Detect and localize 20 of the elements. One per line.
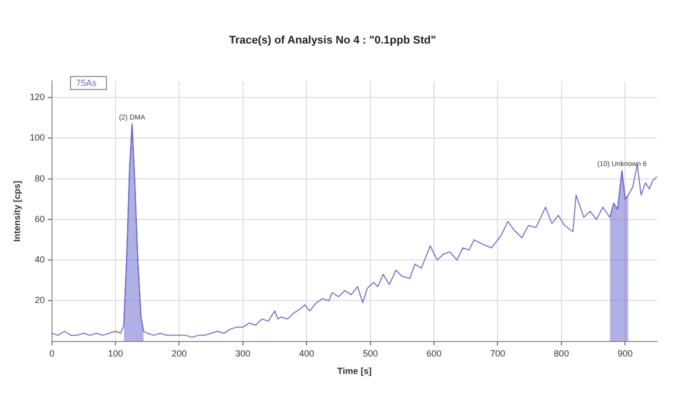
x-tick-label: 100 [108, 348, 124, 358]
x-tick-label: 900 [618, 348, 633, 358]
x-axis-title: Time [s] [337, 366, 372, 376]
text: 75As [76, 78, 97, 88]
x-tick-label: 0 [49, 348, 54, 358]
y-tick-label: 60 [34, 214, 45, 224]
x-tick-label: 800 [554, 348, 569, 358]
y-tick-label: 20 [34, 295, 45, 306]
y-tick-label: 120 [30, 92, 45, 102]
x-tick-label: 600 [426, 348, 442, 358]
x-tick-label: 400 [299, 348, 314, 358]
y-tick-label: 40 [34, 254, 45, 265]
y-axis-title: Intensity [cps] [12, 180, 22, 242]
x-tick-label: 200 [172, 348, 187, 358]
chart-title: Trace(s) of Analysis No 4 : "0.1ppb Std" [229, 34, 436, 47]
x-tick-label: 300 [235, 348, 250, 358]
y-tick-label: 80 [34, 173, 45, 184]
x-tick-label: 700 [490, 348, 506, 358]
x-tick-label: 500 [362, 348, 378, 358]
y-tick-label: 100 [30, 132, 45, 143]
